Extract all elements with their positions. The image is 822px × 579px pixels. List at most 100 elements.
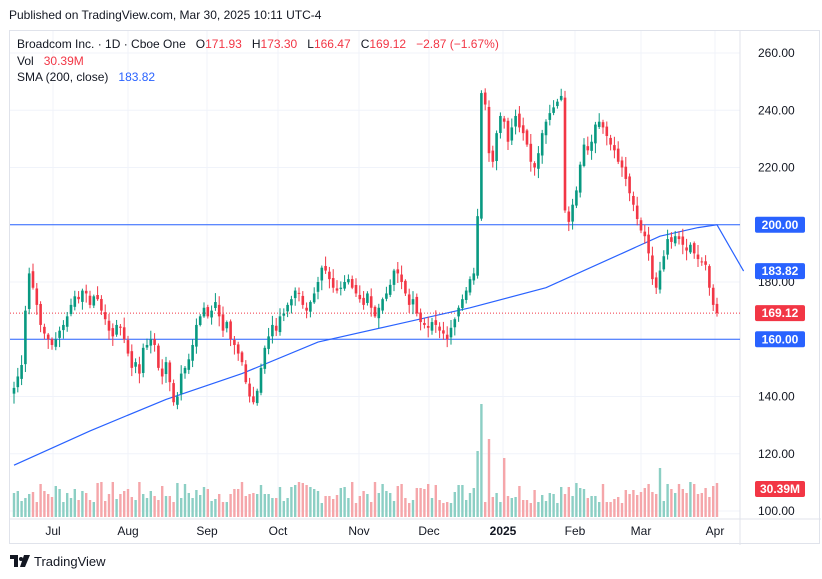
candle-body: [643, 231, 647, 237]
volume-bar: [620, 503, 624, 517]
volume-bar: [164, 496, 168, 517]
candle-body: [248, 383, 251, 397]
time-tick-label: Aug: [117, 524, 138, 538]
candle-body: [647, 234, 650, 254]
volume-bar: [259, 485, 263, 517]
candle-body: [651, 255, 654, 280]
time-tick-label: Feb: [565, 524, 586, 538]
volume-bar: [35, 502, 38, 517]
volume-bar: [449, 503, 453, 517]
volume-bar: [92, 502, 95, 517]
volume-bar: [411, 500, 415, 517]
volume-bar: [221, 502, 225, 517]
candle-body: [331, 278, 335, 288]
volume-bar: [366, 494, 369, 517]
candle-body: [597, 121, 601, 127]
volume-bar: [43, 491, 46, 517]
legend-title[interactable]: Broadcom Inc. · 1D · Cboe One: [17, 37, 186, 51]
volume-bar: [142, 494, 145, 517]
time-tick-label: 2025: [490, 524, 517, 538]
volume-bar: [677, 484, 681, 517]
volume-bar: [218, 494, 221, 517]
price-tick-label: 240.00: [758, 103, 795, 117]
candle-body: [198, 316, 202, 325]
volume-bar: [385, 491, 388, 517]
candle-body: [210, 310, 213, 318]
volume-bar: [294, 485, 297, 517]
candle-body: [392, 270, 396, 285]
badge-160: 160.00: [762, 332, 799, 346]
candle-body: [442, 330, 445, 334]
candle-body: [119, 326, 122, 328]
badge-200: 200.00: [762, 218, 799, 232]
candle-body: [411, 299, 415, 305]
tradingview-brand[interactable]: TradingView: [34, 554, 106, 569]
candle-body: [24, 310, 27, 365]
candle-body: [449, 327, 453, 338]
candle-body: [73, 296, 77, 307]
price-tick-label: 120.00: [758, 447, 795, 461]
candle-body: [369, 296, 373, 308]
candle-body: [525, 130, 529, 145]
candle-body: [480, 93, 483, 219]
tradingview-logo-icon[interactable]: [10, 554, 30, 569]
candle-body: [552, 107, 555, 113]
candle-body: [191, 344, 194, 361]
volume-bar: [522, 500, 525, 517]
volume-bar: [157, 500, 160, 517]
candle-body: [388, 284, 392, 295]
candle-body: [468, 279, 472, 293]
volume-bar: [590, 496, 593, 517]
legend-volume-label[interactable]: Vol: [17, 53, 34, 68]
volume-bar: [484, 502, 487, 517]
volume-bar: [674, 493, 677, 517]
legend-change: −2.87 (−1.67%): [416, 37, 499, 51]
candle-body: [506, 120, 510, 142]
price-tick-label: 100.00: [758, 504, 795, 518]
volume-bar: [453, 492, 456, 517]
candle-body: [263, 347, 267, 369]
legend-sma-label[interactable]: SMA (200, close): [17, 70, 109, 84]
candle-body: [670, 237, 673, 242]
candle-body: [616, 148, 620, 162]
volume-bar: [518, 486, 521, 517]
volume-bar: [503, 458, 506, 517]
candle-body: [157, 345, 160, 368]
candle-body: [187, 359, 191, 370]
price-tick-label: 220.00: [758, 161, 795, 175]
candle-body: [62, 324, 65, 331]
volume-bar: [533, 490, 536, 517]
volume-bar: [58, 489, 61, 517]
volume-bar: [130, 497, 133, 517]
candle-body: [176, 396, 179, 405]
volume-bar: [693, 484, 696, 517]
volume-bar: [400, 484, 403, 517]
candle-body: [312, 293, 316, 303]
volume-bar: [696, 494, 700, 517]
candle-body: [476, 216, 479, 276]
candle-body: [141, 347, 145, 373]
candle-body: [521, 125, 525, 134]
candle-body: [404, 280, 407, 294]
chart-frame[interactable]: 100.00120.00140.00160.00180.00200.00220.…: [9, 30, 821, 545]
candle-body: [69, 304, 73, 315]
volume-bar: [594, 496, 597, 517]
candle-body: [609, 137, 612, 145]
legend-volume-row: Vol 30.39M: [17, 53, 499, 70]
volume-bar: [153, 496, 156, 517]
candle-body: [708, 266, 711, 288]
legend-low-label: L: [307, 37, 314, 51]
candle-body: [320, 267, 324, 281]
sma-line[interactable]: [13, 224, 745, 466]
volume-bar: [632, 490, 635, 517]
volume-bar: [96, 483, 99, 517]
volume-bar: [666, 484, 669, 517]
candle-body: [540, 133, 544, 156]
candle-body: [225, 322, 229, 329]
candle-body: [214, 302, 217, 308]
candle-body: [115, 324, 118, 335]
time-tick-label: Dec: [418, 524, 439, 538]
candle-body: [54, 339, 58, 347]
candle-body: [27, 273, 31, 310]
price-chart[interactable]: 100.00120.00140.00160.00180.00200.00220.…: [10, 31, 821, 545]
